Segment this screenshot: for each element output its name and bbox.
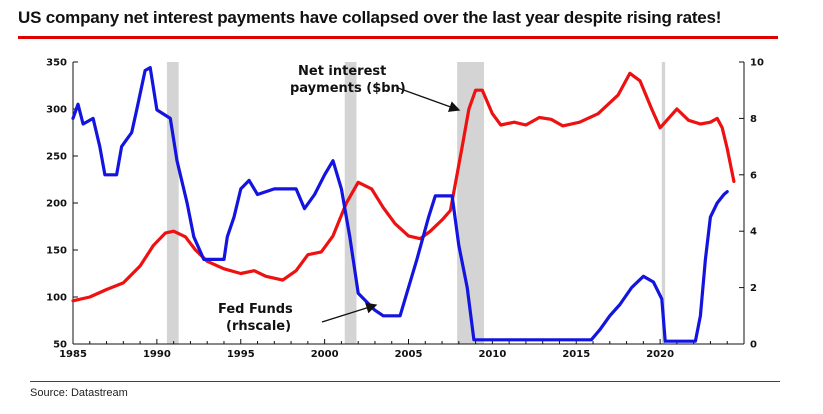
x-tick-label: 2010 [478,349,506,360]
source-note: Source: Datastream [30,387,128,399]
recession-band-3 [661,62,666,344]
annotation-net-interest-line1: Net interest [298,64,386,79]
series [71,66,736,343]
x-tick-label: 1995 [227,349,255,360]
annotation-arrow-net-interest [397,87,461,112]
series-net-interest-line [71,71,736,303]
y-left-tick-label: 50 [53,340,67,351]
y-left-tick-label: 350 [46,58,67,69]
annotation-net-interest-line2: payments ($bn) [290,81,406,96]
y-left-tick-label: 250 [46,152,67,163]
chart-title: US company net interest payments have co… [18,8,722,27]
annotation-arrow-fed-funds [321,302,378,323]
recession-band-1 [344,62,357,344]
x-tick-label: 2005 [395,349,423,360]
x-tick-label: 1990 [143,349,171,360]
x-tick-label: 2000 [311,349,339,360]
y-left-tick-label: 200 [46,199,67,210]
title-underline [18,36,778,39]
annotation-fed-funds-line2: (rhscale) [226,319,291,334]
annotations: Net interest payments ($bn) Fed Funds (r… [218,64,461,334]
y-right-tick-label: 10 [750,58,764,69]
annotation-fed-funds-line1: Fed Funds [218,302,293,317]
axes: 50 100 150 200 250 300 350 0 2 4 6 8 10 1985 1990 1995 2… [46,58,764,361]
y-left-tick-label: 150 [46,246,67,257]
x-tick-label: 2015 [562,349,590,360]
series-fed-funds-line [71,66,729,343]
y-left-tick-label: 100 [46,293,67,304]
footer-rule [30,381,780,382]
y-right-tick-label: 0 [750,340,757,351]
y-left-tick-label: 300 [46,105,67,116]
y-right-tick-label: 4 [750,227,757,238]
y-right-tick-label: 2 [750,283,757,294]
x-tick-label: 2020 [646,349,674,360]
recession-band-0 [166,62,179,344]
y-right-tick-label: 6 [750,170,757,181]
y-right-tick-label: 8 [750,114,757,125]
x-tick-label: 1985 [59,349,87,360]
